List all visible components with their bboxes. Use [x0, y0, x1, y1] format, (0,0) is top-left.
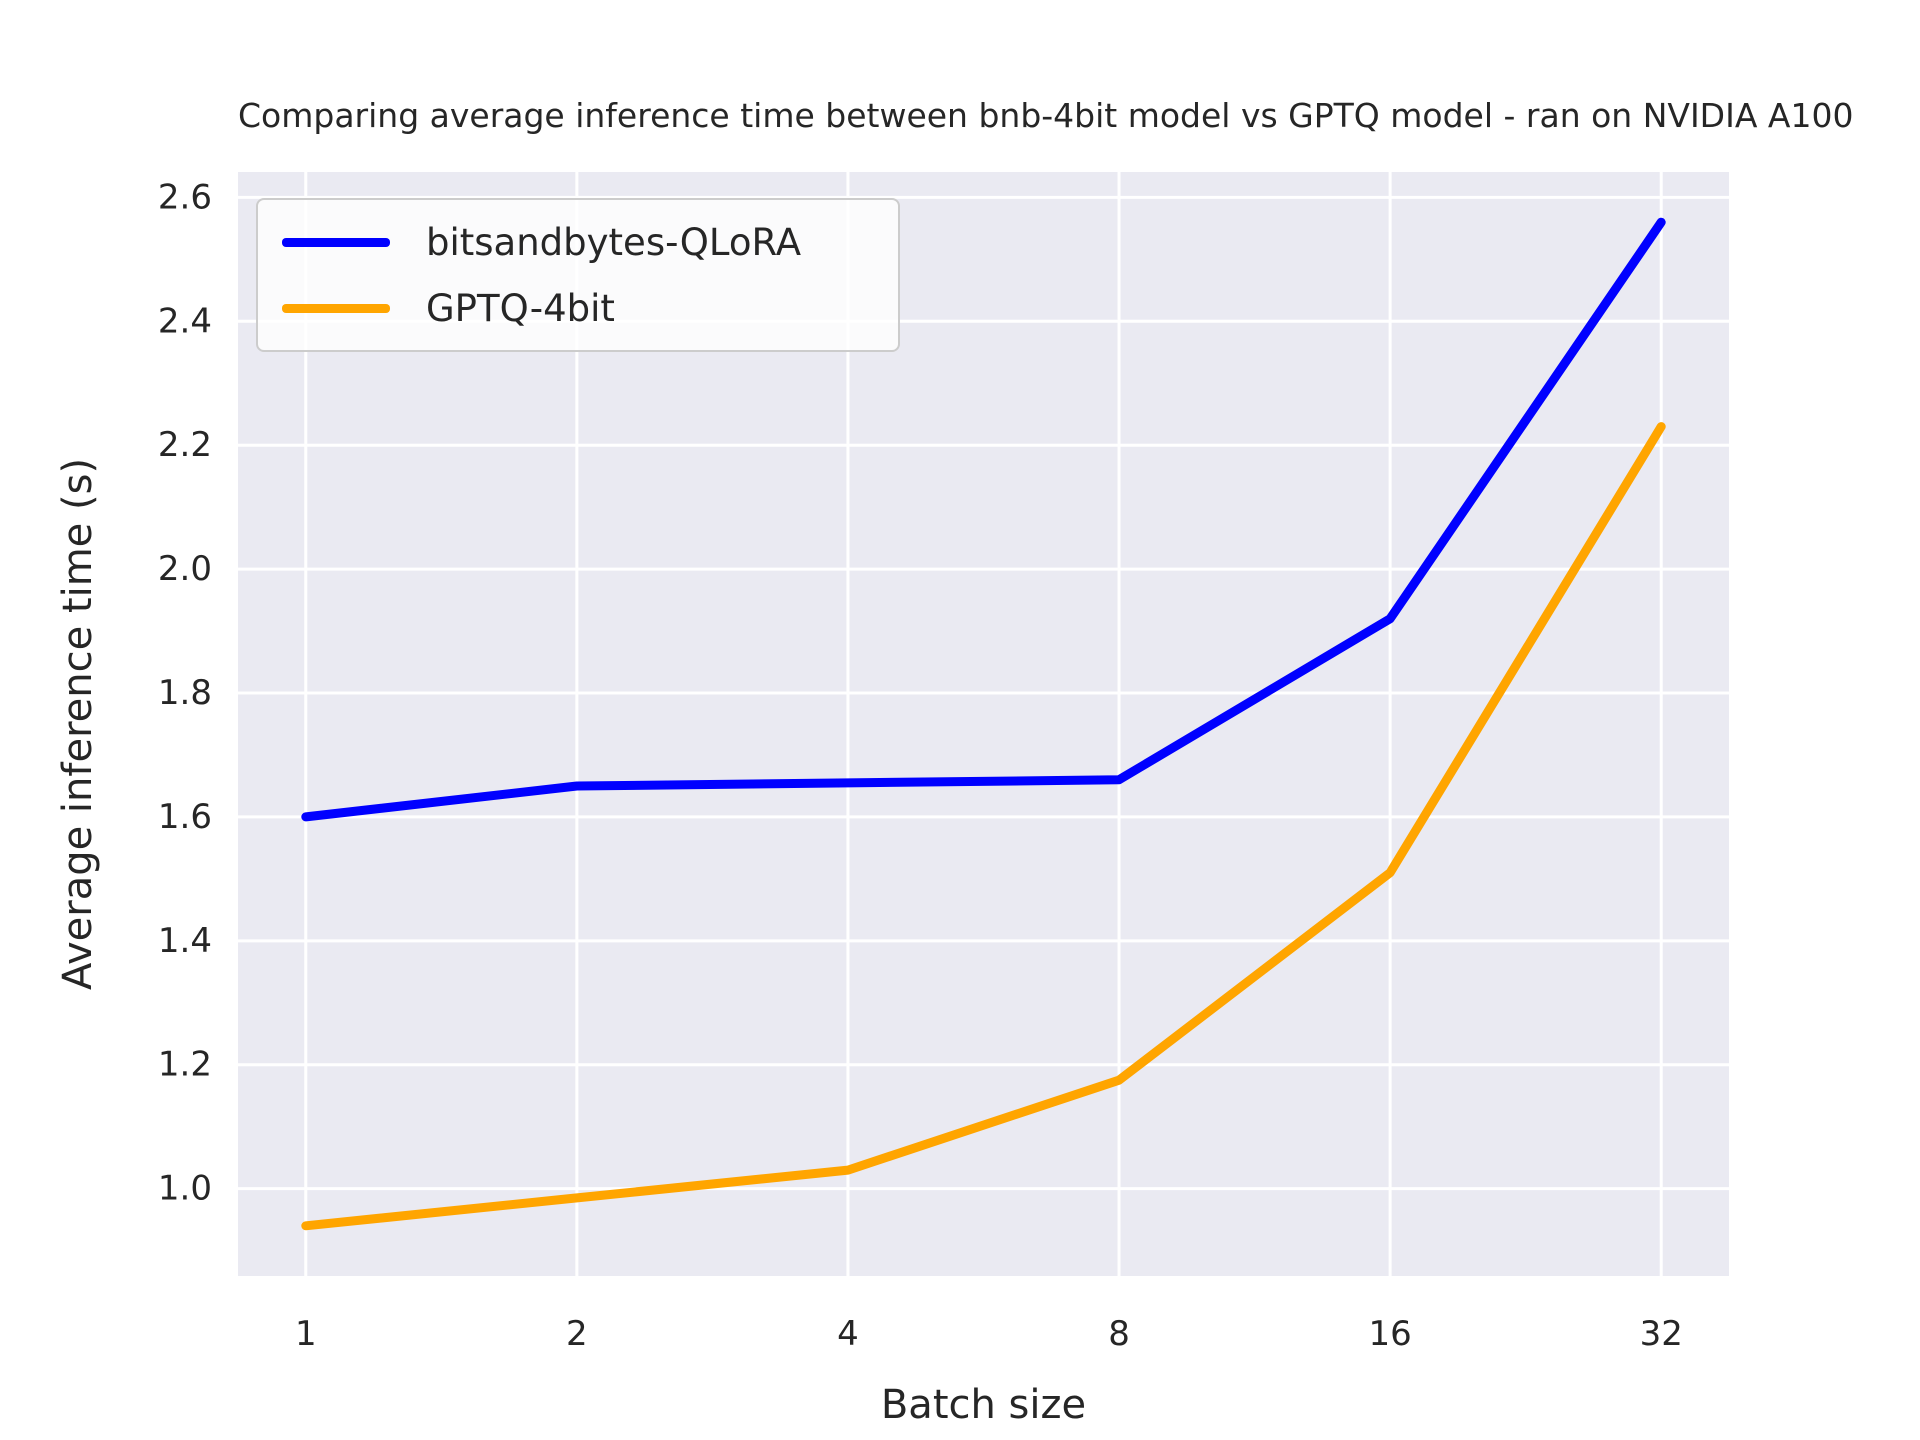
y-tick-label: 1.8 — [158, 673, 212, 713]
series-line-bitsandbytes-QLoRA — [301, 217, 1666, 822]
legend-item: bitsandbytes-QLoRA — [282, 216, 878, 268]
y-tick-label: 1.6 — [158, 797, 212, 837]
y-tick-label: 2.0 — [158, 549, 212, 589]
y-tick-label: 1.0 — [158, 1169, 212, 1209]
series-line-GPTQ-4bit — [301, 422, 1666, 1231]
y-tick-label: 2.4 — [158, 301, 212, 341]
y-axis-label: Average inference time (s) — [55, 457, 101, 991]
chart-title: Comparing average inference time between… — [238, 96, 1854, 135]
legend-line-swatch-bitsandbytes — [282, 237, 390, 247]
x-tick-label: 32 — [1640, 1314, 1683, 1354]
legend-label: bitsandbytes-QLoRA — [426, 220, 802, 264]
legend-item: GPTQ-4bit — [282, 282, 878, 334]
legend-line-swatch-gptq — [282, 303, 390, 313]
legend-label: GPTQ-4bit — [426, 286, 615, 330]
x-tick-label: 2 — [566, 1314, 588, 1354]
x-tick-label: 8 — [1108, 1314, 1130, 1354]
y-tick-label: 1.2 — [158, 1045, 212, 1085]
x-tick-label: 16 — [1369, 1314, 1412, 1354]
y-tick-label: 2.6 — [158, 177, 212, 217]
y-tick-label: 1.4 — [158, 921, 212, 961]
legend: bitsandbytes-QLoRA GPTQ-4bit — [256, 198, 900, 352]
x-tick-label: 1 — [295, 1314, 317, 1354]
x-tick-label: 4 — [837, 1314, 859, 1354]
y-tick-label: 2.2 — [158, 425, 212, 465]
x-axis-label: Batch size — [880, 1382, 1087, 1428]
